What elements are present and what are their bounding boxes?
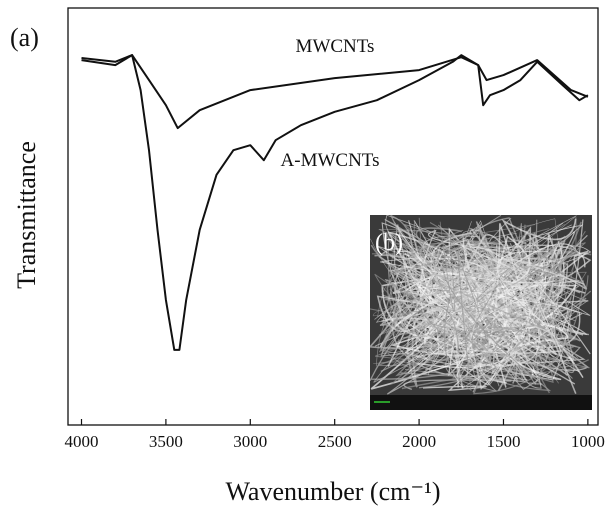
series-label: MWCNTs [296,36,375,57]
x-axis-label: Wavenumber (cm⁻¹) [225,477,440,506]
y-axis-label: Transmittance [12,141,41,289]
inset-fibers [370,215,592,395]
inset-image: (b) [370,215,592,410]
fiber [392,246,581,333]
fiber [371,279,544,380]
x-tick-label: 2500 [318,432,352,451]
x-tick-label: 2000 [402,432,436,451]
fiber [382,279,497,368]
x-tick-label: 4000 [65,432,99,451]
fiber [394,224,550,293]
spectrum-line [81,54,589,130]
inset-label: (b) [375,230,403,256]
fiber [405,270,543,385]
fiber [395,239,539,381]
fiber [442,243,534,392]
series-label: A-MWCNTs [281,150,380,171]
fiber [373,224,569,383]
x-tick-label: 3000 [233,432,267,451]
fiber [380,257,555,360]
fiber [405,220,577,355]
fiber [376,234,577,394]
fiber [398,239,591,333]
x-tick-label: 1500 [486,432,520,451]
fiber [404,285,591,376]
x-tick-label: 3500 [149,432,183,451]
inset-info-bar [370,395,592,410]
plot-frame [67,7,599,426]
spectrum-line [81,54,589,351]
fiber [446,274,573,389]
fiber [407,250,549,374]
panel-label: (a) [10,23,39,52]
fiber [378,215,563,353]
x-tick-label: 1000 [571,432,605,451]
